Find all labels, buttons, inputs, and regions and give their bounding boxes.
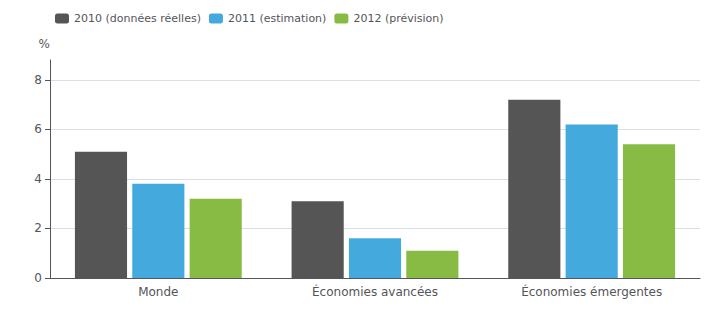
svg-text:Économies avancées: Économies avancées: [312, 284, 438, 299]
svg-text:6: 6: [34, 122, 42, 136]
svg-text:2011 (estimation): 2011 (estimation): [228, 12, 326, 25]
svg-text:Économies émergentes: Économies émergentes: [521, 284, 662, 299]
svg-text:2: 2: [34, 221, 42, 235]
svg-text:4: 4: [34, 172, 42, 186]
svg-text:8: 8: [34, 73, 42, 87]
svg-text:0: 0: [34, 271, 42, 285]
svg-text:2012 (prévision): 2012 (prévision): [353, 12, 443, 25]
svg-text:Monde: Monde: [138, 285, 178, 299]
svg-text:%: %: [39, 37, 50, 51]
svg-text:2010 (données réelles): 2010 (données réelles): [74, 12, 201, 25]
